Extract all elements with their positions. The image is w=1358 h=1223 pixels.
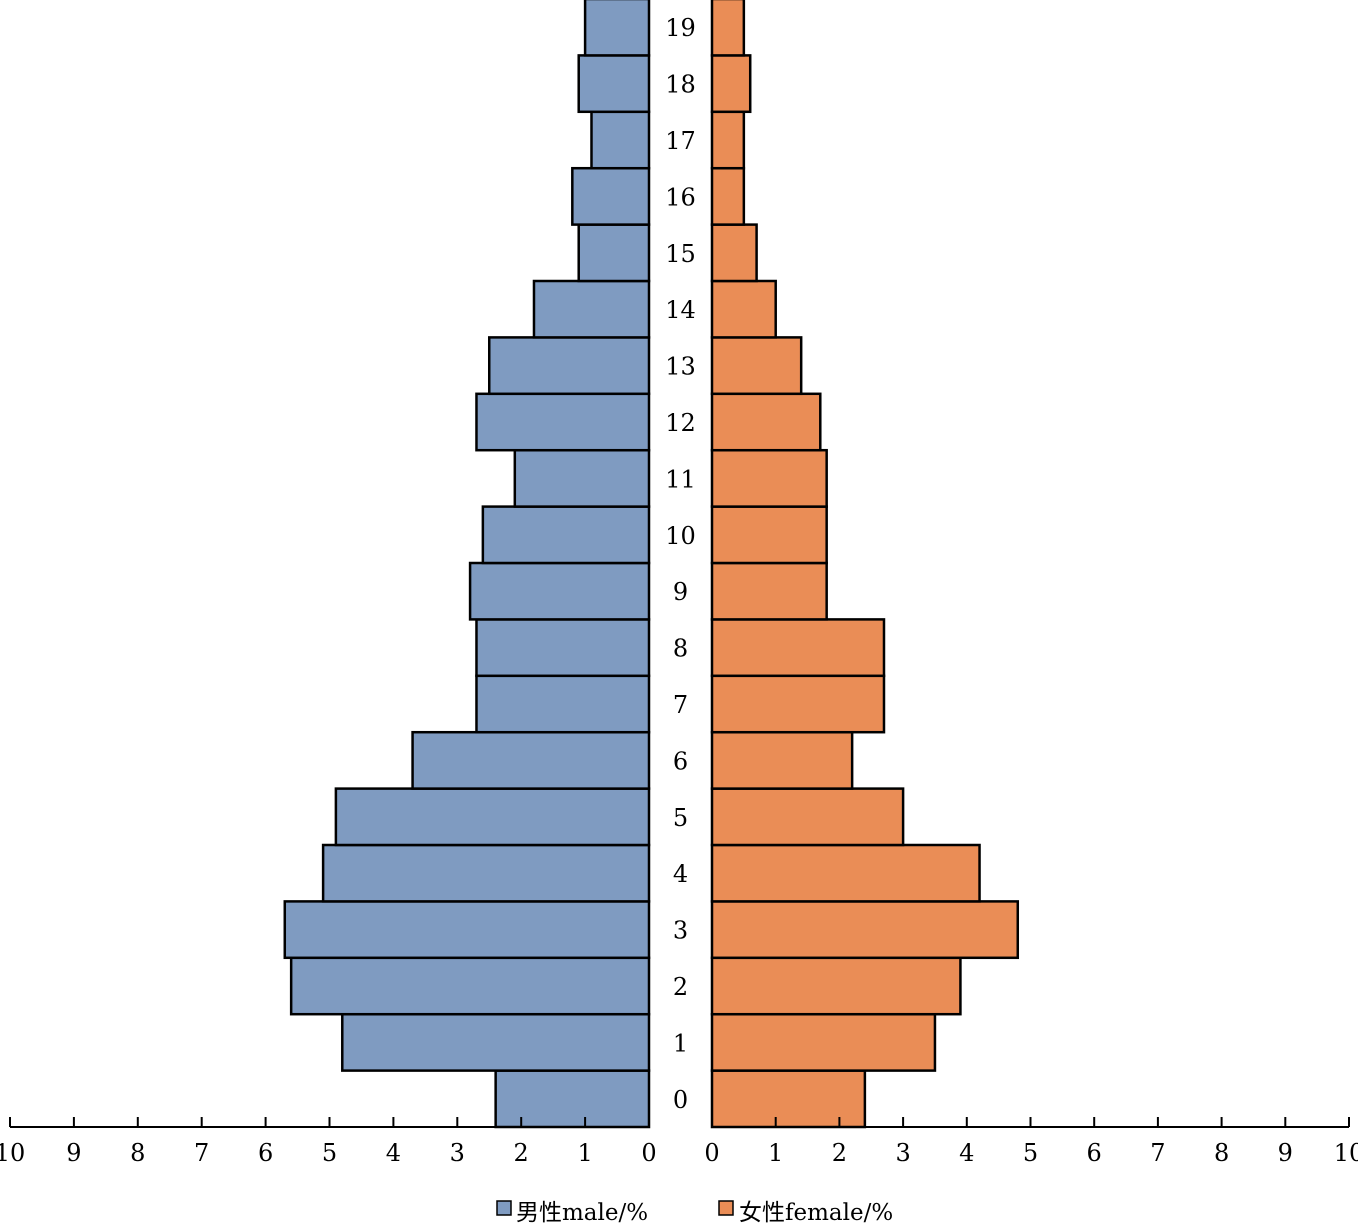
age-label-7: 7 <box>673 691 688 719</box>
age-label-8: 8 <box>673 635 688 663</box>
age-label-13: 13 <box>665 353 696 381</box>
age-label-16: 16 <box>665 183 696 211</box>
male-tick-label-0: 0 <box>641 1139 656 1167</box>
legend-swatch-male <box>496 1200 512 1216</box>
female-bar-17 <box>710 110 746 170</box>
female-tick-label-0: 0 <box>704 1139 719 1167</box>
legend-label-male: 男性male/% <box>516 1200 648 1223</box>
male-bar-13 <box>488 336 651 396</box>
age-label-1: 1 <box>673 1029 688 1057</box>
age-label-9: 9 <box>673 578 688 606</box>
male-bars <box>283 0 651 1129</box>
female-bar-11 <box>710 448 828 508</box>
female-bar-2 <box>710 956 962 1016</box>
age-label-2: 2 <box>673 973 688 1001</box>
female-bar-3 <box>710 900 1020 960</box>
male-tick-label-1: 1 <box>577 1139 592 1167</box>
male-tick-label-6: 6 <box>258 1139 273 1167</box>
male-tick-label-4: 4 <box>386 1139 401 1167</box>
female-bar-15 <box>710 223 758 283</box>
legend: 男性male/% 女性female/% <box>496 1200 893 1223</box>
male-bar-10 <box>481 505 651 565</box>
male-bar-0 <box>494 1069 651 1129</box>
male-bar-9 <box>468 561 651 621</box>
age-label-15: 15 <box>665 240 696 268</box>
female-tick-label-1: 1 <box>768 1139 783 1167</box>
male-tick-label-5: 5 <box>322 1139 337 1167</box>
female-tick-label-10: 10 <box>1334 1139 1358 1167</box>
male-bar-6 <box>411 730 651 790</box>
male-tick-label-9: 9 <box>66 1139 81 1167</box>
male-bar-18 <box>577 54 651 114</box>
age-label-11: 11 <box>665 465 696 493</box>
female-bar-6 <box>710 730 854 790</box>
age-label-12: 12 <box>665 409 696 437</box>
male-bar-12 <box>475 392 651 452</box>
female-bar-1 <box>710 1012 937 1072</box>
female-bar-12 <box>710 392 822 452</box>
male-bar-16 <box>571 166 651 226</box>
female-bar-18 <box>710 54 752 114</box>
age-label-5: 5 <box>673 804 688 832</box>
female-tick-label-3: 3 <box>895 1139 910 1167</box>
male-bar-2 <box>289 956 651 1016</box>
female-bar-0 <box>710 1069 867 1129</box>
legend-swatch-female <box>718 1200 734 1216</box>
male-bar-17 <box>590 110 651 170</box>
age-label-10: 10 <box>665 522 696 550</box>
male-tick-label-3: 3 <box>450 1139 465 1167</box>
female-tick-label-5: 5 <box>1023 1139 1038 1167</box>
age-label-4: 4 <box>673 860 688 888</box>
female-bar-14 <box>710 279 777 339</box>
male-bar-19 <box>583 0 651 57</box>
age-label-0: 0 <box>673 1086 688 1114</box>
male-tick-label-2: 2 <box>514 1139 529 1167</box>
female-bar-19 <box>710 0 746 57</box>
female-tick-label-4: 4 <box>959 1139 974 1167</box>
female-bar-10 <box>710 505 828 565</box>
female-bar-8 <box>710 618 886 678</box>
male-bar-11 <box>513 448 651 508</box>
legend-label-female: 女性female/% <box>739 1200 893 1223</box>
male-bar-14 <box>532 279 651 339</box>
female-bar-16 <box>710 166 746 226</box>
male-tick-label-8: 8 <box>130 1139 145 1167</box>
female-tick-label-7: 7 <box>1150 1139 1165 1167</box>
male-bar-5 <box>334 787 651 847</box>
female-tick-label-2: 2 <box>832 1139 847 1167</box>
male-bar-3 <box>283 900 651 960</box>
age-label-14: 14 <box>665 296 696 324</box>
male-bar-4 <box>321 843 651 903</box>
age-label-17: 17 <box>665 127 696 155</box>
male-bar-15 <box>577 223 651 283</box>
male-tick-label-10: 10 <box>0 1139 25 1167</box>
female-tick-label-6: 6 <box>1087 1139 1102 1167</box>
female-bar-9 <box>710 561 828 621</box>
age-label-6: 6 <box>673 747 688 775</box>
male-bar-7 <box>475 674 651 734</box>
age-label-19: 19 <box>665 14 696 42</box>
male-tick-label-7: 7 <box>194 1139 209 1167</box>
female-bar-4 <box>710 843 981 903</box>
female-tick-label-9: 9 <box>1278 1139 1293 1167</box>
male-x-axis: 0 1 2 3 4 5 6 7 8 9 10 <box>0 1117 657 1167</box>
male-bar-8 <box>475 618 651 678</box>
age-label-18: 18 <box>665 71 696 99</box>
female-bar-5 <box>710 787 905 847</box>
male-bar-1 <box>341 1012 651 1072</box>
female-tick-label-8: 8 <box>1214 1139 1229 1167</box>
female-x-axis: 0 1 2 3 4 5 6 7 8 9 10 <box>704 1117 1358 1167</box>
female-bars <box>710 0 1020 1129</box>
female-bar-7 <box>710 674 886 734</box>
female-bar-13 <box>710 336 803 396</box>
age-label-3: 3 <box>673 917 688 945</box>
